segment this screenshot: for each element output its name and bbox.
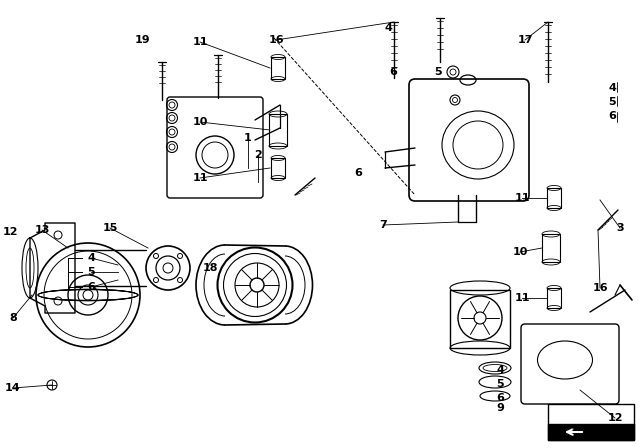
Text: 18: 18 [202, 263, 218, 273]
Text: 00144742: 00144742 [571, 423, 611, 432]
Text: 14: 14 [5, 383, 21, 393]
Text: 4: 4 [384, 23, 392, 33]
Text: 2: 2 [254, 150, 262, 160]
Bar [548, 424, 634, 440]
Text: 12: 12 [607, 413, 623, 423]
Text: 11: 11 [515, 293, 530, 303]
Text: 5: 5 [434, 67, 442, 77]
Text: 11: 11 [192, 37, 208, 47]
Text: 7: 7 [379, 220, 387, 230]
Text: 1: 1 [244, 133, 252, 143]
Text: 5: 5 [87, 267, 95, 277]
Text: 6: 6 [608, 111, 616, 121]
Text: 9: 9 [496, 403, 504, 413]
Text: 6: 6 [496, 393, 504, 403]
Text: 6: 6 [354, 168, 362, 178]
Text: 10: 10 [512, 247, 528, 257]
Text: 19: 19 [134, 35, 150, 45]
Text: 13: 13 [35, 225, 50, 235]
Bar [271, 57, 285, 79]
Text: 12: 12 [3, 227, 18, 237]
Bar [542, 234, 560, 262]
Bar [450, 290, 510, 348]
Text: 16: 16 [268, 35, 284, 45]
Text: 4: 4 [496, 365, 504, 375]
Text: 5: 5 [496, 379, 504, 389]
Text: 16: 16 [592, 283, 608, 293]
Text: 10: 10 [192, 117, 208, 127]
Text: 6: 6 [87, 282, 95, 292]
Text: 15: 15 [102, 223, 118, 233]
Bar [271, 158, 285, 178]
Bar [547, 188, 561, 208]
Bar [269, 114, 287, 146]
Text: 6: 6 [389, 67, 397, 77]
Text: 11: 11 [515, 193, 530, 203]
Bar [547, 288, 561, 308]
Text: 11: 11 [192, 173, 208, 183]
Bar [548, 404, 634, 440]
Text: 5: 5 [608, 97, 616, 107]
Text: 3: 3 [616, 223, 624, 233]
Text: 4: 4 [87, 253, 95, 263]
Text: 8: 8 [9, 313, 17, 323]
Text: 17: 17 [517, 35, 532, 45]
Text: 4: 4 [608, 83, 616, 93]
